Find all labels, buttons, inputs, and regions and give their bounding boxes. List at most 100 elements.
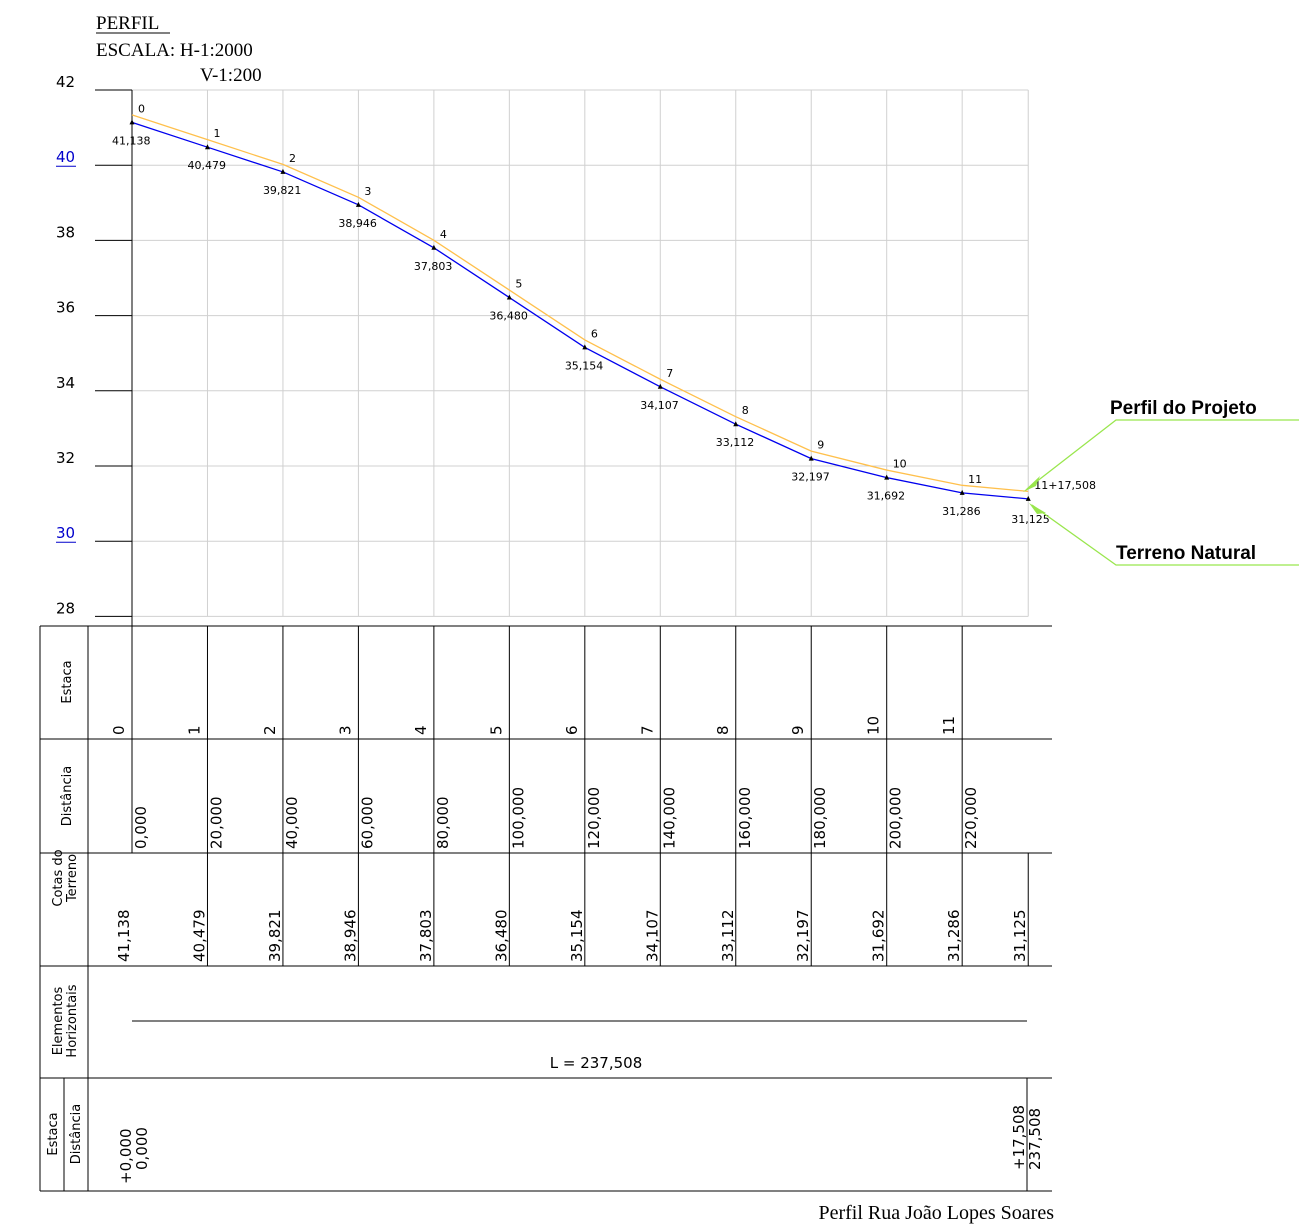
- cota-value: 41,138: [115, 910, 133, 963]
- estaca-value: 11: [940, 716, 958, 735]
- station-label: 8: [742, 404, 749, 417]
- terrain-elevation-label: 31,286: [942, 505, 981, 518]
- station-marker: [431, 244, 437, 250]
- start-station: +0,000: [117, 1128, 135, 1184]
- terrain-elevation-label: 32,197: [791, 471, 830, 484]
- station-marker: [657, 383, 663, 389]
- cota-value: 34,107: [643, 910, 661, 963]
- end-distance: 237,508: [1026, 1108, 1044, 1170]
- y-tick-label: 42: [56, 73, 75, 91]
- terrain-profile-line: [131, 121, 1029, 500]
- estaca-value: 10: [865, 716, 883, 735]
- bottom-stations: +0,000 0,000 +17,508 237,508: [117, 1078, 1044, 1191]
- station-label: 9: [817, 439, 824, 452]
- estaca-value: 7: [638, 725, 656, 735]
- terrain-elevation-label: 40,479: [187, 159, 226, 172]
- station-label: 1: [213, 127, 220, 140]
- table-cells: 0 0,000 1 20,000 2 40,000 3 60,000 4 80,000 5 100,0…: [110, 626, 1029, 966]
- grid: [132, 89, 1029, 617]
- row-header-cotas-2: Terreno: [65, 854, 80, 903]
- cota-value: 32,197: [794, 910, 812, 963]
- cota-value: 31,692: [870, 910, 888, 963]
- terrain-elevation-label: 31,692: [867, 490, 906, 503]
- terrain-elevation-label: 35,154: [565, 359, 604, 372]
- station-marker: [582, 344, 588, 350]
- row-header-estaca: Estaca: [60, 660, 75, 703]
- distancia-value: 80,000: [434, 797, 452, 850]
- y-tick-label: 32: [56, 449, 75, 467]
- data-table: [39, 625, 1052, 1192]
- estaca-value: 9: [789, 725, 807, 735]
- start-distance: 0,000: [133, 1127, 151, 1170]
- drawing-title: PERFIL: [96, 13, 159, 34]
- row-headers: Estaca Distância Cotas do Terreno Elemen…: [46, 660, 84, 1164]
- station-label: 0: [138, 102, 145, 115]
- row-header-elementos-2: Horizontais: [65, 984, 80, 1057]
- station-marker: [884, 474, 890, 480]
- distancia-value: 0,000: [132, 806, 150, 849]
- cota-value: 36,480: [492, 910, 510, 963]
- end-station: +17,508: [1010, 1105, 1028, 1170]
- row-header-distancia-2: Distância: [69, 1104, 84, 1164]
- distancia-value: 20,000: [207, 797, 225, 850]
- estaca-value: 5: [487, 725, 505, 735]
- terrain-elevation-label: 39,821: [263, 184, 302, 197]
- station-marker: [129, 119, 135, 125]
- station-marker: [733, 421, 739, 427]
- estaca-value: 0: [110, 725, 128, 735]
- terrain-elevation-label: 34,107: [640, 399, 679, 412]
- distancia-value: 100,000: [509, 787, 527, 849]
- callout-project-label: Perfil do Projeto: [1110, 398, 1257, 419]
- station-marker: [808, 455, 814, 461]
- y-tick-label: 36: [56, 299, 75, 317]
- station-marker: [1025, 495, 1031, 501]
- terrain-elevation-label: 41,138: [112, 134, 151, 147]
- drawing-footer: Perfil Rua João Lopes Soares: [818, 1202, 1054, 1224]
- estaca-value: 1: [185, 725, 203, 735]
- scale-vertical: V-1:200: [200, 65, 262, 86]
- y-tick-label: 30: [56, 524, 75, 542]
- station-marker: [204, 144, 210, 150]
- estaca-value: 2: [261, 725, 279, 735]
- callout-terrain-label: Terreno Natural: [1116, 543, 1256, 564]
- y-tick-label: 34: [56, 374, 75, 392]
- terrain-elevation-label: 31,125: [1011, 513, 1050, 526]
- station-label: 7: [666, 367, 673, 380]
- row-header-cotas-1: Cotas do: [51, 849, 66, 906]
- horizontal-length: L = 237,508: [550, 1054, 643, 1072]
- station-label: 11: [968, 473, 982, 486]
- distancia-value: 60,000: [358, 797, 376, 850]
- cota-value: 35,154: [568, 910, 586, 963]
- estaca-value: 3: [336, 725, 354, 735]
- profile-lines: [131, 114, 1029, 500]
- station-label: 4: [440, 228, 447, 241]
- cota-value: 38,946: [341, 910, 359, 963]
- y-axis: 42 40 38 36 34 32 30 28: [56, 73, 133, 626]
- cota-value: 39,821: [266, 910, 284, 963]
- terrain-elevation-label: 36,480: [489, 310, 527, 323]
- y-tick-label: 40: [56, 148, 75, 166]
- row-header-elementos-1: Elementos: [51, 987, 66, 1056]
- distancia-value: 40,000: [283, 797, 301, 850]
- station-label: 10: [893, 458, 907, 471]
- cota-value: 31,125: [1011, 910, 1029, 963]
- station-label: 11+17,508: [1034, 479, 1096, 492]
- station-marker: [280, 168, 286, 174]
- station-label: 5: [515, 278, 522, 291]
- terrain-elevation-label: 33,112: [716, 436, 755, 449]
- cota-value: 37,803: [417, 910, 435, 963]
- cota-value: 40,479: [190, 910, 208, 963]
- estaca-value: 6: [563, 725, 581, 735]
- project-profile-line: [131, 114, 1029, 493]
- estaca-value: 4: [412, 725, 430, 735]
- station-label: 3: [364, 185, 371, 198]
- distancia-value: 200,000: [887, 787, 905, 849]
- station-marker: [506, 294, 512, 300]
- distancia-value: 140,000: [660, 787, 678, 849]
- distancia-value: 160,000: [736, 787, 754, 849]
- station-marker: [355, 201, 361, 207]
- distancia-value: 220,000: [962, 787, 980, 849]
- callout-project: Perfil do Projeto: [1023, 398, 1299, 492]
- cota-value: 31,286: [945, 910, 963, 963]
- station-label: 2: [289, 152, 296, 165]
